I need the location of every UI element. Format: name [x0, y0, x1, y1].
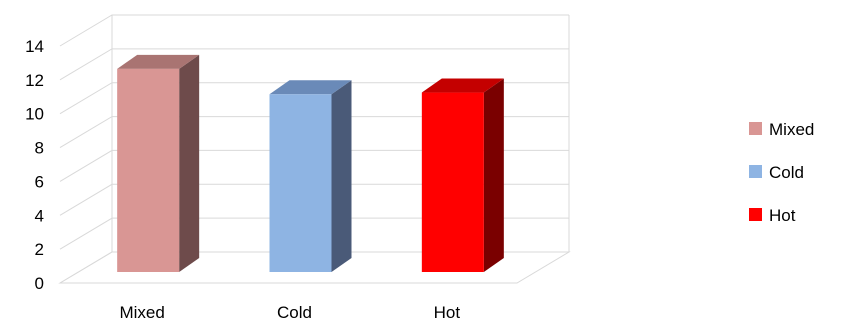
y-tick-label: 0 [35, 274, 44, 293]
gridline [59, 217, 569, 250]
gridline [59, 14, 569, 47]
bar-top-face [269, 80, 352, 95]
gridline [59, 149, 569, 182]
legend-item-hot: Hot [749, 206, 796, 225]
bars [117, 54, 504, 272]
legend-swatch [749, 208, 762, 221]
x-tick-label: Mixed [119, 303, 164, 322]
y-tick-label: 14 [25, 37, 44, 56]
bar-cold [269, 80, 352, 272]
bar-hot [421, 78, 504, 272]
y-tick-label: 2 [35, 240, 44, 259]
legend-item-cold: Cold [749, 163, 804, 182]
x-tick-label: Hot [434, 303, 461, 322]
gridline [59, 82, 569, 115]
legend-swatch [749, 122, 762, 135]
bar-side-face [179, 54, 200, 272]
y-tick-label: 6 [35, 172, 44, 191]
y-tick-label: 4 [35, 206, 44, 225]
legend-label: Mixed [769, 120, 814, 139]
bar-front-face [117, 68, 180, 272]
bar-side-face [483, 78, 504, 272]
bar-front-face [269, 94, 332, 272]
gridline [59, 251, 569, 284]
legend-label: Hot [769, 206, 796, 225]
legend-label: Cold [769, 163, 804, 182]
bar-side-face [331, 80, 352, 272]
gridlines [59, 14, 569, 284]
y-tick-label: 8 [35, 139, 44, 158]
gridline [59, 116, 569, 149]
gridline [59, 48, 569, 81]
bar-top-face [421, 78, 504, 93]
legend-item-mixed: Mixed [749, 120, 814, 139]
legend: Mixed Cold Hot [749, 120, 814, 225]
x-axis: Mixed Cold Hot [119, 303, 460, 322]
bar-mixed [117, 54, 200, 272]
y-axis: 0 2 4 6 8 10 12 14 [25, 37, 44, 293]
x-tick-label: Cold [277, 303, 312, 322]
legend-swatch [749, 165, 762, 178]
bar-front-face [421, 92, 484, 272]
y-tick-label: 12 [25, 71, 44, 90]
y-tick-label: 10 [25, 105, 44, 124]
bar-top-face [117, 54, 200, 69]
gridline [59, 183, 569, 216]
